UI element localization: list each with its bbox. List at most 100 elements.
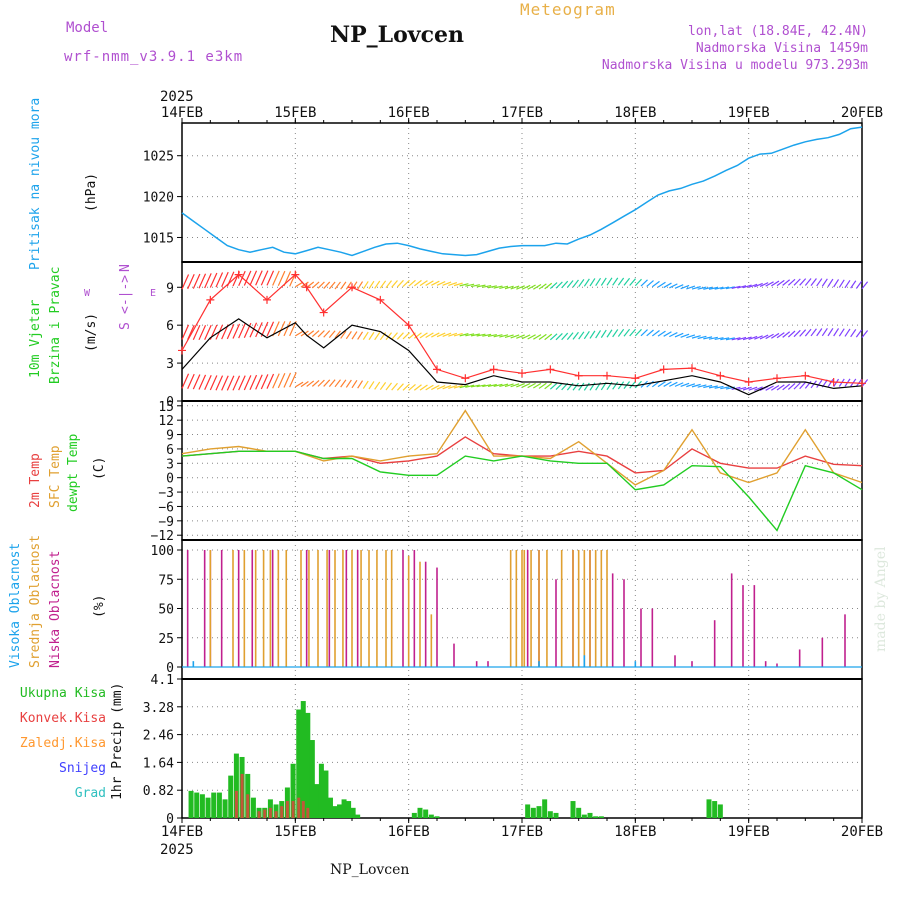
wind-barb [408,384,416,391]
wind-barb [340,330,347,339]
precip-total-bar [199,794,205,818]
wind-barb [465,333,475,337]
wind-barb [255,270,263,286]
wind-barb [357,380,364,389]
wind-barb [776,279,785,287]
wind-barb [295,381,304,388]
wind-barb [561,280,569,289]
wind-barb [617,381,625,390]
wind-barb [544,282,553,290]
wind-barb [787,278,796,286]
precip-total-bar [216,792,222,818]
wind-barb [277,270,286,286]
wind-barb [465,384,475,388]
time-label-bottom: 19FEB [728,824,770,840]
wind-barb [833,378,840,387]
wind-barb [771,280,780,287]
wind-barb [566,280,574,288]
time-label-bottom: 15FEB [274,824,316,840]
y-tick-label: 50 [158,603,174,618]
wind-barb [578,331,585,340]
wind-barb [249,374,258,390]
wind-barb [504,334,514,339]
wind-barb [516,383,525,388]
wind-barb [561,332,569,341]
y-tick-label: 1020 [143,191,174,206]
wind-barb [402,332,410,340]
wind-barb [431,384,440,391]
wind-barb [368,331,375,341]
wind-barb [289,320,297,337]
wind-barb [754,335,763,340]
time-label-top: 19FEB [728,105,770,121]
wind-barb [419,280,428,287]
wind-gust-marker [178,346,186,355]
wind-barb [306,380,315,387]
precip-total-bar [576,807,582,818]
wind-barb [816,278,823,287]
wind-barb [187,373,195,390]
wind-barb [703,384,713,389]
wind-barb [844,279,851,289]
wind-barb [691,286,701,290]
wind-barb [725,286,735,290]
wind-barb [413,279,422,287]
wind-barb [623,277,631,286]
y-tick-label: 9 [166,281,174,296]
wind-barb [311,379,320,387]
wind-barb [589,278,596,287]
wind-barb [612,277,619,286]
wind-barb [396,279,404,288]
precip-label-hail: Grad [74,786,106,801]
time-label-top: 18FEB [614,105,656,121]
wind-barb [425,280,434,286]
model-name: wrf-nmm_v3.9.1 e3km [64,49,244,65]
wind-barb [436,384,446,390]
wind-barb [277,373,286,389]
wind-barb [323,379,331,387]
wind-barb [776,384,785,391]
wind-barb [816,379,823,388]
precip-conv-bar [297,797,301,818]
wind-barb [221,375,229,391]
wind-barb [600,277,607,286]
wind-barb [357,281,364,290]
wind-barb [470,333,480,337]
y-tick-label: 3 [166,357,174,372]
wind-barb [487,383,497,387]
wind-barb [232,323,241,339]
precip-conv-bar [285,801,289,818]
wind-barb [283,372,292,388]
wind-barb [493,383,503,387]
wind-gust-marker [801,371,810,380]
altitude-label: Nadmorska Visina 1459m [695,41,868,56]
wind-barb [209,272,218,288]
wind-barb [799,381,807,390]
wind-barb [629,380,636,389]
wind-barb [385,332,393,341]
temp-dewpt-line [181,450,863,532]
wind-barb [714,385,724,389]
y-tick-label: 6 [166,319,174,334]
wind-barb [328,379,336,387]
wind-barb [198,374,207,390]
precip-label-freez: Zaledj.Kisa [19,736,106,751]
wind-barb [419,384,428,391]
wind-barb [408,279,416,287]
wind-barb [362,331,369,340]
wind-barb [243,375,252,391]
wind-barb [544,333,553,341]
wind-barb [493,285,503,289]
wind-barb [646,280,654,287]
wind-barb [691,335,701,339]
precip-conv-bar [240,773,244,818]
wind-barb [827,278,834,287]
wind-gust-marker [716,371,725,380]
wind-barb [448,384,458,389]
wind-barb [742,284,752,289]
wind-barb [742,386,752,391]
y-tick-label: 1025 [143,150,174,165]
wind-barb [362,380,369,389]
compass-w: W [84,288,91,299]
precip-total-bar [250,797,256,818]
